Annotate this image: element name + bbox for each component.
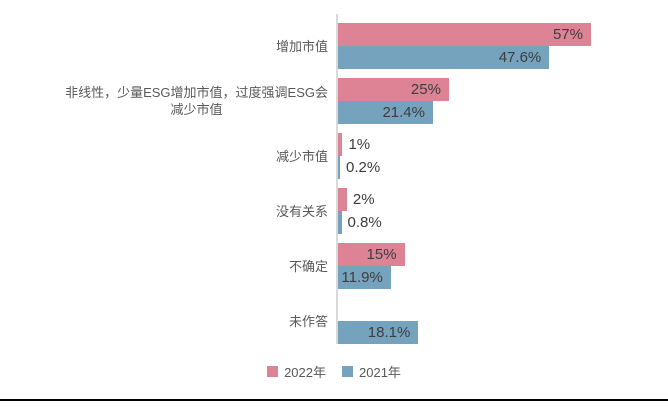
legend-swatch-2021 xyxy=(342,366,353,377)
chart-row: 不确定 15% 11.9% xyxy=(0,234,668,289)
bar-2022年: 57% xyxy=(338,23,591,46)
bar-2022年 xyxy=(338,133,343,156)
bar-2022年 xyxy=(338,188,347,211)
category-label: 没有关系 xyxy=(275,203,328,219)
bottom-divider-rule xyxy=(0,399,668,401)
category-label-cell: 增加市值 xyxy=(0,23,338,69)
legend-item-2021: 2021年 xyxy=(342,362,401,381)
bar-slot: 0.2% xyxy=(338,156,668,179)
bar-slot: 2% xyxy=(338,188,668,211)
category-label-cell: 没有关系 xyxy=(0,188,338,234)
category-label: 增加市值 xyxy=(275,38,328,54)
bar-slot: 47.6% xyxy=(338,46,668,69)
bar-2022年: 15% xyxy=(338,243,405,266)
bar-slot: 1% xyxy=(338,133,668,156)
bar-slot: 25% xyxy=(338,78,668,101)
chart-legend: 2022年 2021年 xyxy=(0,362,668,381)
bar-value-label: 15% xyxy=(366,246,397,263)
legend-item-2022: 2022年 xyxy=(267,362,326,381)
legend-label-2022: 2022年 xyxy=(284,365,326,380)
bar-2021年 xyxy=(338,211,342,234)
row-bars: 1% 0.2% xyxy=(338,133,668,179)
category-label: 未作答 xyxy=(288,313,328,329)
row-bars: 15% 11.9% xyxy=(338,243,668,289)
chart-row: 减少市值 1% 0.2% xyxy=(0,124,668,179)
bar-value-label: 47.6% xyxy=(498,49,542,66)
bar-2021年: 18.1% xyxy=(338,321,419,344)
bar-value-label: 2% xyxy=(352,191,375,208)
chart-row: 非线性，少量ESG增加市值，过度强调ESG会 减少市值 25% 21.4% xyxy=(0,69,668,124)
bar-value-label: 0.8% xyxy=(347,214,382,231)
category-label: 不确定 xyxy=(288,258,328,274)
row-bars: 2% 0.8% xyxy=(338,188,668,234)
legend-label-2021: 2021年 xyxy=(359,365,401,380)
category-label-cell: 减少市值 xyxy=(0,133,338,179)
bar-value-label: 25% xyxy=(410,81,441,98)
bar-slot: 0.8% xyxy=(338,211,668,234)
bar-2021年 xyxy=(338,156,340,179)
bar-slot: 11.9% xyxy=(338,266,668,289)
legend-swatch-2022 xyxy=(267,366,279,377)
bar-2021年: 11.9% xyxy=(338,266,391,289)
bar-value-label: 0.2% xyxy=(346,159,381,176)
bar-value-label: 1% xyxy=(348,136,371,153)
category-label-cell: 非线性，少量ESG增加市值，过度强调ESG会 减少市值 xyxy=(0,78,338,124)
category-axis-line xyxy=(336,14,338,344)
bar-slot: 57% xyxy=(338,23,668,46)
bar-2021年: 21.4% xyxy=(338,101,433,124)
category-label-cell: 未作答 xyxy=(0,298,338,344)
bar-slot: 18.1% xyxy=(338,321,668,344)
chart-row: 没有关系 2% 0.8% xyxy=(0,179,668,234)
row-bars: 18.1% xyxy=(338,298,668,344)
bar-value-label: 11.9% xyxy=(341,269,383,286)
row-bars: 57% 47.6% xyxy=(338,23,668,69)
bar-slot: 15% xyxy=(338,243,668,266)
row-bars: 25% 21.4% xyxy=(338,78,668,124)
category-label: 减少市值 xyxy=(275,148,328,164)
bar-slot xyxy=(338,298,668,321)
chart-row: 未作答 18.1% xyxy=(0,289,668,344)
bar-2021年: 47.6% xyxy=(338,46,550,69)
category-label: 非线性，少量ESG增加市值，过度强调ESG会 减少市值 xyxy=(65,85,328,117)
bar-value-label: 18.1% xyxy=(367,324,411,341)
bar-chart-plot: 增加市值 57% 47.6% 非线性，少量ESG增加市值，过度强调ESG会 减少市值 2… xyxy=(0,14,668,344)
category-label-cell: 不确定 xyxy=(0,243,338,289)
bar-value-label: 21.4% xyxy=(382,104,425,121)
chart-rows: 增加市值 57% 47.6% 非线性，少量ESG增加市值，过度强调ESG会 减少市值 2… xyxy=(0,14,668,344)
bar-slot: 21.4% xyxy=(338,101,668,124)
bar-value-label: 57% xyxy=(552,26,583,43)
bar-2022年: 25% xyxy=(338,78,449,101)
chart-row: 增加市值 57% 47.6% xyxy=(0,14,668,69)
